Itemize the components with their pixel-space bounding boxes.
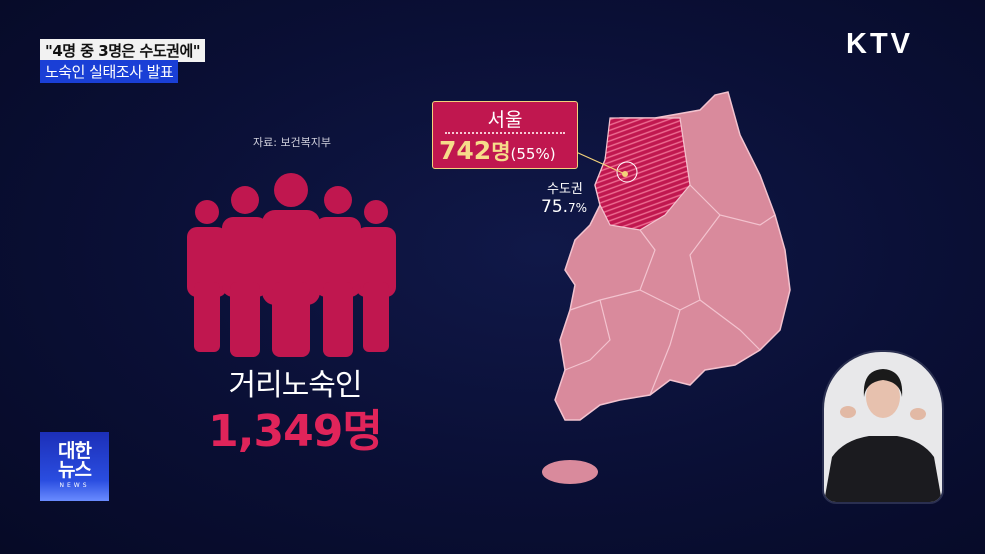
ktv-logo: KTV	[846, 28, 913, 60]
person-icon	[315, 186, 361, 357]
callout-count: 742	[439, 136, 492, 165]
region-value-decimal: 7%	[568, 201, 588, 215]
seoul-callout: 서울 742명(55%)	[432, 101, 578, 169]
person-icon	[262, 173, 320, 357]
callout-region: 서울	[487, 109, 523, 131]
person-icon	[356, 200, 396, 352]
capital-region-stat: 수도권 75.7%	[541, 178, 587, 217]
homeless-label: 거리노숙인	[228, 368, 363, 403]
sign-language-interpreter	[822, 350, 944, 504]
seoul-marker	[622, 171, 628, 177]
capital-region-hatched	[594, 117, 691, 231]
callout-percent: (55%)	[510, 145, 556, 163]
homeless-count: 1,349명	[208, 406, 383, 457]
news-logo-korean: 대한 뉴스	[58, 440, 92, 481]
jeju-island	[542, 460, 598, 484]
region-value: 75.	[541, 197, 569, 217]
callout-leader-line	[575, 151, 626, 175]
interpreter-figure	[824, 369, 942, 502]
subline-caption: 노숙인 실태조사 발표	[40, 60, 179, 83]
person-icon	[222, 186, 268, 357]
seoul-outline	[616, 161, 638, 183]
headline-caption: "4명 중 3명은 수도권에"	[40, 39, 206, 62]
daehan-news-logo: 대한 뉴스 NEWS	[40, 432, 109, 501]
news-logo-english: NEWS	[59, 482, 90, 489]
region-label: 수도권	[547, 182, 583, 197]
province-borders	[564, 184, 776, 396]
person-icon	[187, 200, 227, 352]
callout-unit: 명	[491, 140, 511, 164]
callout-divider	[445, 132, 565, 134]
source-text: 자료: 보건복지부	[253, 136, 332, 149]
people-group-icon	[187, 173, 396, 357]
